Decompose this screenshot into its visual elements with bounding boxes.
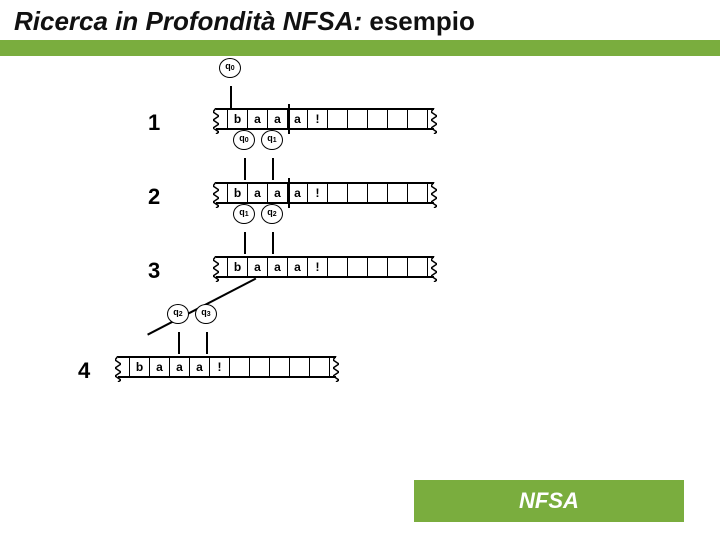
- state-bubble: q0: [233, 130, 255, 150]
- tape-cell: [368, 184, 388, 202]
- tape: baaa!: [118, 356, 336, 378]
- title-italic: Ricerca in Profondità NFSA:: [14, 6, 362, 36]
- step-number: 3: [148, 258, 160, 284]
- tape-cell: a: [268, 110, 288, 128]
- header-underline: [0, 40, 720, 56]
- page-title: Ricerca in Profondità NFSA: esempio: [14, 6, 475, 37]
- tape-cell: [250, 358, 270, 376]
- tape-cell: a: [288, 110, 308, 128]
- tape-right-edge: [431, 182, 437, 204]
- pointer-line: [272, 232, 274, 254]
- tape-cell: [328, 184, 348, 202]
- state-bubble: q2: [261, 204, 283, 224]
- pointer-line: [244, 232, 246, 254]
- tape-cell: [408, 258, 428, 276]
- footer-label: NFSA: [519, 488, 579, 514]
- tape-cell: b: [228, 258, 248, 276]
- tape-cell: [118, 358, 130, 376]
- pointer-line: [178, 332, 180, 354]
- tape-cell: a: [268, 184, 288, 202]
- tape-cell: [348, 110, 368, 128]
- tape-right-edge: [333, 356, 339, 378]
- tape-cell: a: [248, 184, 268, 202]
- tape-cell: [216, 258, 228, 276]
- tape: baaa!: [216, 108, 434, 130]
- pointer-line: [272, 158, 274, 180]
- state-bubble: q2: [167, 304, 189, 324]
- header: Ricerca in Profondità NFSA: esempio: [0, 0, 720, 58]
- footer-badge: NFSA: [414, 480, 684, 522]
- tape-cursor: [288, 104, 290, 134]
- tape-cell: [408, 184, 428, 202]
- tape-cell: [408, 110, 428, 128]
- tape-cell: a: [190, 358, 210, 376]
- tape-cell: !: [308, 184, 328, 202]
- tape-cell: b: [228, 184, 248, 202]
- tape-cell: [388, 184, 408, 202]
- tape-cell: [216, 184, 228, 202]
- state-bubble: q0: [219, 58, 241, 78]
- tape-cell: [348, 258, 368, 276]
- nfsa-trace-diagram: 1q0baaa!q0q12baaa!q1q23baaa!q2q34baaa!: [0, 58, 720, 480]
- tape-cell: a: [288, 184, 308, 202]
- tape-cell: [216, 110, 228, 128]
- state-bubble: q3: [195, 304, 217, 324]
- tape: baaa!: [216, 256, 434, 278]
- tape-cell: [310, 358, 330, 376]
- tape-right-edge: [431, 256, 437, 278]
- tape-right-edge: [431, 108, 437, 130]
- tape-cell: [328, 110, 348, 128]
- pointer-line: [206, 332, 208, 354]
- tape-cell: a: [170, 358, 190, 376]
- tape-cell: [230, 358, 250, 376]
- pointer-line: [244, 158, 246, 180]
- tape-cursor: [288, 178, 290, 208]
- tape-cell: [368, 110, 388, 128]
- tape-cell: a: [150, 358, 170, 376]
- tape-cell: [388, 110, 408, 128]
- tape-cell: !: [308, 110, 328, 128]
- tape-cell: b: [228, 110, 248, 128]
- state-bubble: q1: [233, 204, 255, 224]
- title-plain: esempio: [362, 6, 475, 36]
- tape-cell: !: [308, 258, 328, 276]
- state-bubble: q1: [261, 130, 283, 150]
- tape-cell: [368, 258, 388, 276]
- tape-cell: b: [130, 358, 150, 376]
- tape-cell: a: [288, 258, 308, 276]
- step-number: 4: [78, 358, 90, 384]
- tape-cell: a: [248, 110, 268, 128]
- tape-cell: !: [210, 358, 230, 376]
- step-number: 1: [148, 110, 160, 136]
- pointer-line: [230, 86, 232, 108]
- tape-cell: [388, 258, 408, 276]
- tape-cell: a: [248, 258, 268, 276]
- tape: baaa!: [216, 182, 434, 204]
- tape-cell: [290, 358, 310, 376]
- tape-cell: [348, 184, 368, 202]
- tape-cell: [270, 358, 290, 376]
- tape-cell: a: [268, 258, 288, 276]
- tape-cell: [328, 258, 348, 276]
- step-number: 2: [148, 184, 160, 210]
